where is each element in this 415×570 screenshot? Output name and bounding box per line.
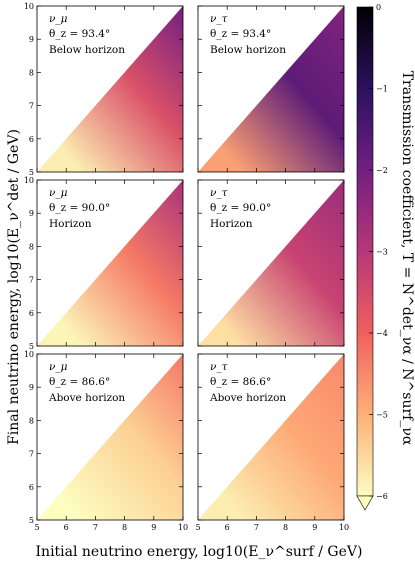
colorbar-tick-label: −6 bbox=[376, 492, 388, 501]
transmission-region bbox=[37, 6, 183, 172]
x-tick-label: 7 bbox=[93, 523, 98, 532]
zenith-angle-label: θ_z = 90.0° bbox=[49, 202, 110, 214]
panel-frame bbox=[36, 5, 184, 173]
heatmap-panel: 5 6 7 8 9 10 5 6 7 8 9 10 ν_μ θ_z = 86.6° Above horizo… bbox=[24, 350, 188, 532]
x-tick-label: 5 bbox=[195, 523, 200, 532]
transmission-region bbox=[198, 180, 344, 346]
y-tick-label: 6 bbox=[29, 483, 34, 492]
y-tick-label: 9 bbox=[29, 35, 34, 44]
x-tick-label: 9 bbox=[312, 523, 317, 532]
zenith-angle-label: θ_z = 93.4° bbox=[49, 28, 110, 40]
colorbar-tick-label: −3 bbox=[376, 248, 388, 257]
y-tick-label: 9 bbox=[29, 209, 34, 218]
y-tick-label: 9 bbox=[29, 383, 34, 392]
x-tick-label: 8 bbox=[122, 523, 127, 532]
y-tick-label: 5 bbox=[29, 168, 34, 177]
flavor-label: ν_τ bbox=[210, 13, 228, 25]
y-tick-label: 6 bbox=[29, 135, 34, 144]
region-label: Below horizon bbox=[49, 44, 125, 56]
y-tick-label: 8 bbox=[29, 242, 34, 251]
flavor-label: ν_τ bbox=[210, 361, 228, 373]
transmission-region bbox=[198, 354, 344, 520]
colorbar-tick-label: −2 bbox=[376, 166, 388, 175]
heatmap-panel: 5 6 7 8 9 10 ν_τ θ_z = 86.6° Above horizon bbox=[195, 353, 349, 532]
colorbar-tick-label: 0 bbox=[376, 3, 381, 12]
heatmap-panel: ν_τ θ_z = 90.0° Horizon bbox=[197, 179, 345, 347]
flavor-label: ν_τ bbox=[210, 187, 228, 199]
y-tick-label: 10 bbox=[24, 176, 34, 185]
flavor-label: ν_μ bbox=[49, 13, 68, 25]
heatmap-panel: 5 6 7 8 9 10 ν_μ θ_z = 93.4° Below horizon bbox=[24, 2, 184, 177]
zenith-angle-label: θ_z = 90.0° bbox=[210, 202, 271, 214]
transmission-region bbox=[37, 180, 183, 346]
y-tick-label: 6 bbox=[29, 309, 34, 318]
region-label: Above horizon bbox=[48, 392, 125, 404]
colorbar-label: Transmission coefficient, T = N^det_να /… bbox=[399, 71, 415, 446]
y-tick-label: 10 bbox=[24, 350, 34, 359]
panel-frame bbox=[197, 5, 345, 173]
region-label: Below horizon bbox=[210, 44, 286, 56]
transmission-region bbox=[37, 354, 183, 520]
region-label: Horizon bbox=[49, 218, 92, 230]
y-tick-label: 7 bbox=[29, 102, 34, 111]
colorbar-tick-label: −1 bbox=[376, 85, 388, 94]
flavor-label: ν_μ bbox=[49, 187, 68, 199]
zenith-angle-label: θ_z = 93.4° bbox=[210, 28, 271, 40]
panel-frame bbox=[197, 353, 345, 521]
y-tick-label: 5 bbox=[29, 516, 34, 525]
zenith-angle-label: θ_z = 86.6° bbox=[210, 376, 271, 388]
y-tick-label: 8 bbox=[29, 68, 34, 77]
region-label: Horizon bbox=[210, 218, 253, 230]
y-tick-label: 5 bbox=[29, 342, 34, 351]
colorbar-extend-triangle bbox=[356, 495, 374, 511]
panel-frame bbox=[197, 179, 345, 347]
x-tick-label: 8 bbox=[283, 523, 288, 532]
panel-frame bbox=[36, 353, 184, 521]
x-tick-label: 6 bbox=[225, 523, 230, 532]
transmission-region bbox=[198, 6, 344, 172]
region-label: Above horizon bbox=[209, 392, 286, 404]
colorbar-tick-label: −4 bbox=[376, 329, 388, 338]
x-tick-label: 7 bbox=[254, 523, 259, 532]
y-tick-label: 10 bbox=[24, 2, 34, 11]
y-tick-label: 7 bbox=[29, 450, 34, 459]
zenith-angle-label: θ_z = 86.6° bbox=[49, 376, 110, 388]
x-tick-label: 5 bbox=[34, 523, 39, 532]
panel-frame bbox=[36, 179, 184, 347]
x-tick-label: 6 bbox=[64, 523, 69, 532]
x-axis-label: Initial neutrino energy, log10(E_ν^surf … bbox=[36, 544, 363, 560]
colorbar-tick-label: −5 bbox=[376, 411, 388, 420]
y-axis-label: Final neutrino energy, log10(E_ν^det / G… bbox=[6, 129, 22, 445]
x-tick-label: 9 bbox=[151, 523, 156, 532]
y-tick-label: 7 bbox=[29, 276, 34, 285]
heatmap-panel: 5 6 7 8 9 10 ν_μ θ_z = 90.0° Horizon bbox=[24, 176, 184, 351]
heatmap-panel: ν_τ θ_z = 93.4° Below horizon bbox=[197, 5, 345, 173]
flavor-label: ν_μ bbox=[49, 361, 68, 373]
y-tick-label: 8 bbox=[29, 416, 34, 425]
x-tick-label: 10 bbox=[178, 523, 188, 532]
x-tick-label: 10 bbox=[339, 523, 349, 532]
